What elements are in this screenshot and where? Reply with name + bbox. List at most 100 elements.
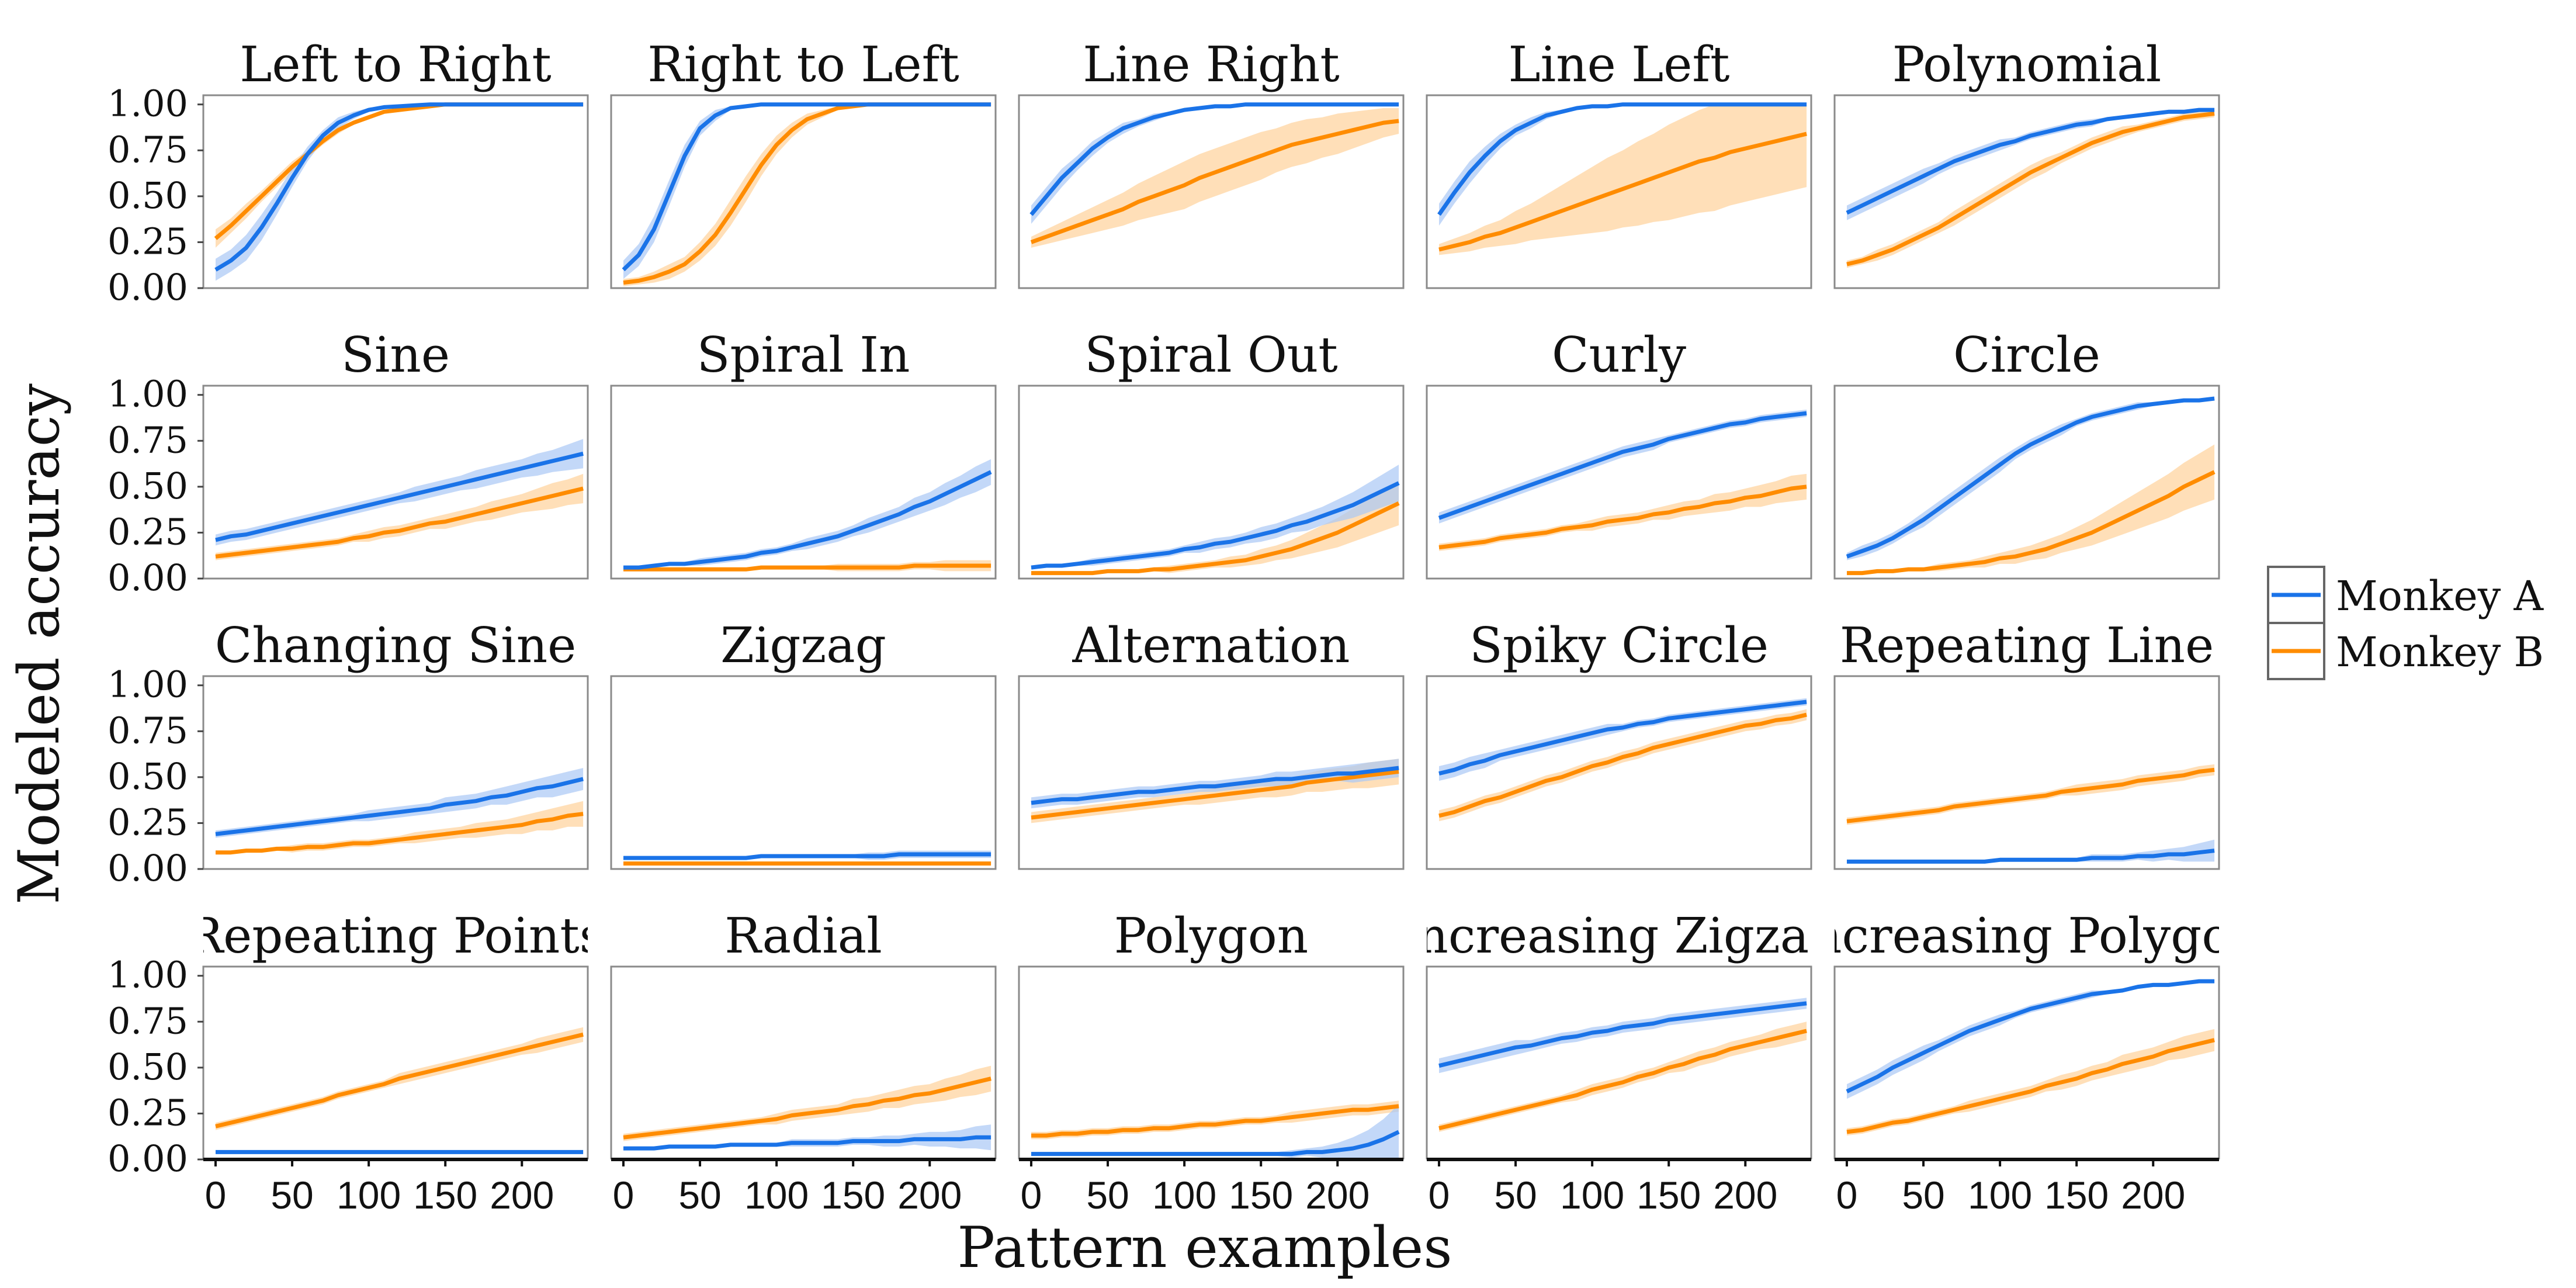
y-tick-label: 0.00 — [108, 556, 188, 599]
panel-circle: Circle — [1833, 327, 2220, 580]
series-line-monkey-b — [1846, 1038, 2215, 1134]
panel-increasing-zigzag: Increasing Zigzag 0 50 100 150 200 — [1398, 908, 1840, 1217]
series-line-monkey-b — [1031, 1104, 1399, 1138]
panel-title: Increasing Polygon — [1791, 908, 2262, 964]
plot-area — [1846, 396, 2216, 576]
panel-title: Changing Sine — [215, 617, 577, 674]
panel-border — [610, 385, 997, 580]
confidence-band-monkey-b — [1031, 481, 1399, 575]
panel-title: Polygon — [1114, 908, 1308, 964]
plot-area — [1846, 979, 2215, 1136]
series-line-monkey-b — [1031, 501, 1400, 576]
x-tick-label: 150 — [821, 1173, 885, 1217]
series-line-monkey-b — [1438, 484, 1807, 550]
y-tick-label: 0.50 — [108, 174, 188, 217]
series-line-monkey-a — [622, 102, 991, 272]
legend-label-monkey-a: Monkey A — [2336, 572, 2544, 620]
panel-radial: Radial 0 50 100 150 200 — [610, 908, 997, 1217]
panel-title: Polynomial — [1892, 36, 2162, 93]
y-axis-label: Modeled accuracy — [6, 383, 72, 905]
x-tick-label: 150 — [1637, 1173, 1701, 1217]
panel-title: Line Right — [1083, 36, 1340, 93]
plot-area — [214, 102, 584, 281]
series-line-monkey-b — [1438, 131, 1807, 252]
panel-title: Alternation — [1072, 617, 1350, 674]
panel-title: Increasing Zigzag — [1398, 908, 1840, 964]
y-tick-label: 0.00 — [108, 847, 188, 889]
confidence-band-monkey-a — [623, 1124, 991, 1151]
y-tick-label: 0.75 — [108, 128, 188, 171]
plot-area — [623, 1065, 991, 1151]
series-line-monkey-b — [215, 486, 584, 559]
panel-title: Sine — [341, 327, 450, 383]
panel-border — [1426, 675, 1812, 870]
y-tick-label: 0.75 — [108, 418, 188, 461]
y-tick-label: 1.00 — [108, 663, 188, 706]
x-tick-label: 0 — [1021, 1173, 1042, 1217]
x-tick-label: 0 — [205, 1173, 227, 1217]
y-tick-label: 1.00 — [108, 82, 188, 125]
plot-area — [622, 102, 991, 286]
series-line-monkey-b — [216, 812, 584, 855]
series-line-monkey-a — [623, 852, 991, 860]
plot-area — [1846, 108, 2215, 268]
panel-border — [1833, 675, 2220, 870]
panel-title: Radial — [724, 908, 882, 964]
series-line-monkey-a — [1031, 1130, 1400, 1157]
panel-border — [1833, 385, 2220, 580]
series-line-monkey-b — [1438, 712, 1807, 818]
y-tick-label: 1.00 — [108, 373, 188, 416]
series-line-monkey-a — [214, 102, 584, 272]
y-tick-label: 0.00 — [108, 266, 188, 309]
confidence-band-monkey-b — [1439, 104, 1807, 255]
panel-border — [202, 675, 589, 870]
y-tick-label: 0.75 — [108, 999, 188, 1042]
confidence-band-monkey-b — [1031, 108, 1399, 248]
confidence-band-monkey-a — [1439, 998, 1807, 1074]
series-line-monkey-b — [1030, 119, 1399, 244]
plot-area — [1438, 698, 1807, 822]
x-axis-label: Pattern examples — [957, 1215, 1452, 1280]
panel-repeating-points: Repeating Points 0 50 100 150 200 0.000.250.50… — [108, 908, 605, 1217]
panel-spiral-out: Spiral Out — [1018, 327, 1405, 580]
series-line-monkey-a — [1846, 979, 2215, 1093]
series-line-monkey-a — [623, 470, 992, 570]
panel-title: Repeating Line — [1840, 617, 2214, 674]
panel-line-right: Line Right — [1018, 36, 1405, 289]
panel-border — [1018, 675, 1405, 870]
panel-border — [202, 94, 589, 289]
confidence-band-monkey-b — [1847, 444, 2215, 575]
series-line-monkey-b — [1031, 769, 1399, 820]
plot-area — [623, 459, 992, 572]
panel-spiky-circle: Spiky Circle — [1426, 617, 1812, 870]
panel-repeating-line: Repeating Line — [1833, 617, 2220, 870]
confidence-band-monkey-a — [1847, 396, 2215, 560]
y-tick-label: 0.25 — [108, 1091, 188, 1134]
x-tick-label: 150 — [413, 1173, 477, 1217]
y-tick-label: 0.75 — [108, 709, 188, 752]
panel-border — [610, 965, 997, 1159]
plot-area — [1031, 759, 1399, 823]
panel-title: Repeating Points — [187, 908, 605, 964]
confidence-band-monkey-b — [1847, 1029, 2215, 1136]
series-line-monkey-a — [1438, 411, 1807, 520]
confidence-band-monkey-b — [1439, 709, 1807, 822]
panel-border — [1018, 94, 1405, 289]
plot-area — [215, 768, 584, 855]
y-tick-label: 0.25 — [108, 510, 188, 553]
panel-border — [1833, 94, 2220, 289]
panel-title: Line Left — [1509, 36, 1730, 93]
series-line-monkey-b — [623, 102, 991, 285]
panel-line-left: Line Left — [1426, 36, 1812, 289]
plot-area — [1031, 465, 1400, 576]
confidence-band-monkey-b — [216, 473, 584, 560]
y-tick-label: 0.50 — [108, 755, 188, 798]
panel-title: Curly — [1552, 327, 1686, 383]
x-tick-label: 50 — [1902, 1173, 1944, 1217]
panel-border — [1426, 94, 1812, 289]
x-tick-label: 50 — [1086, 1173, 1129, 1217]
series-line-monkey-a — [1031, 766, 1399, 805]
panel-polygon: Polygon 0 50 100 150 200 — [1018, 908, 1405, 1217]
